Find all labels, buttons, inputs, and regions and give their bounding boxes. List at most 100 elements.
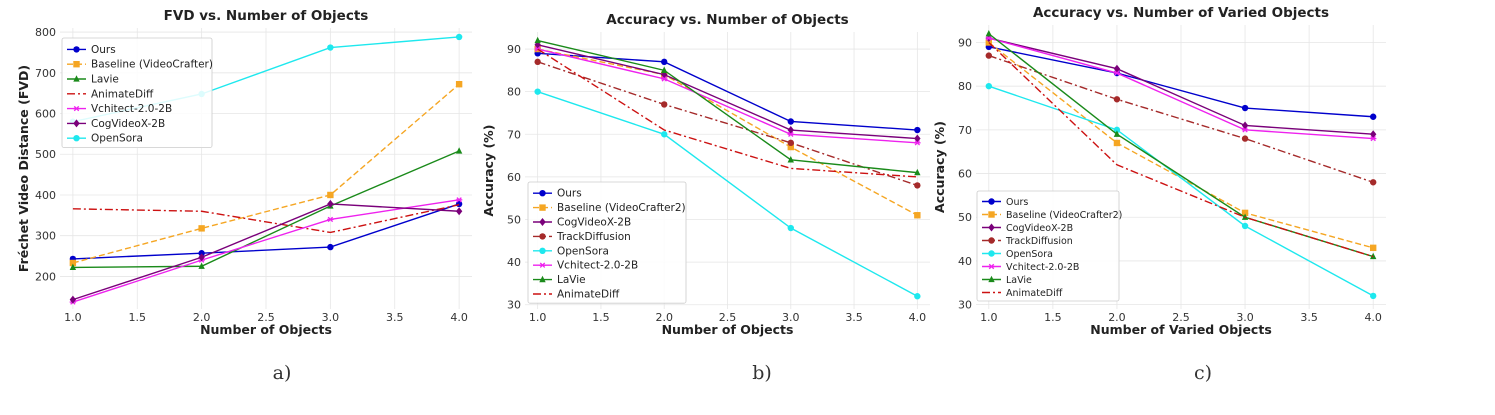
data-point [914,182,921,189]
series-line-lavie [72,150,460,269]
series-line-ours [988,46,1374,118]
series-animatediff [72,204,460,234]
data-point [661,101,668,108]
legend: Ours Baseline (VideoCrafter2) CogVideoX-2B… [527,181,687,304]
legend-marker [988,250,995,257]
legend-label: LaVie [557,274,586,286]
legend-marker [988,275,995,283]
series-lavie [69,147,463,271]
legend-box [527,181,687,304]
x-tick-label: 2.0 [655,311,673,324]
data-point [787,118,794,125]
chart-title: Accuracy vs. Number of Varied Objects [1033,5,1329,21]
series-opensora [985,82,1377,300]
caption-b: b) [752,362,772,384]
legend-marker [73,61,80,68]
x-tick-label: 3.0 [1236,311,1254,324]
data-point [661,131,668,138]
x-tick-label: 1.0 [980,311,998,324]
legend-box [976,190,1120,302]
data-point [1369,113,1377,120]
legend: Ours Baseline (VideoCrafter) Lavie AnimateD… [61,37,213,148]
series-line-opensora [988,85,1374,297]
x-tick-label: 2.0 [1108,311,1126,324]
data-point [661,76,668,82]
y-tick-label: 700 [35,67,56,80]
series-line-animatediff [72,204,460,234]
y-tick-label: 70 [958,124,972,137]
series-line-baseline-videocrafter [72,83,460,264]
legend-label: OpenSora [557,245,609,257]
x-axis-label: Number of Objects [200,322,332,337]
x-tick-label: 2.0 [193,311,211,324]
legend-label: OpenSora [91,133,143,145]
legend-marker [73,75,80,82]
legend-marker [539,247,546,254]
legend-label: LaVie [1006,275,1032,286]
y-tick-label: 90 [958,36,972,49]
data-point [327,243,334,251]
data-point [914,168,921,176]
y-tick-label: 50 [507,214,521,227]
legend-marker [73,46,80,53]
legend-label: CogVideoX-2B [1006,223,1073,234]
legend-marker [539,233,546,240]
data-point [198,253,205,262]
x-tick-label: 3.5 [1300,311,1318,324]
data-point [1369,135,1377,142]
x-tick-label: 2.5 [719,311,737,324]
legend-label: Baseline (VideoCrafter2) [557,202,686,214]
series-line-lavie [537,39,918,174]
data-point [327,216,334,223]
data-point [1241,209,1249,217]
legend-label: TrackDiffusion [1005,236,1073,247]
x-tick-label: 1.0 [64,311,82,324]
series-line-cogvideox-2b [988,37,1374,135]
series-line-animatediff [537,48,918,178]
y-tick-label: 40 [958,255,972,268]
y-tick-label: 800 [35,26,56,39]
series-line-vchitect-2-0-2b [988,37,1374,140]
data-point [1369,179,1377,186]
data-point [787,143,794,151]
y-axis-label: Accuracy (%) [932,121,947,213]
data-point [985,29,993,37]
y-tick-label: 60 [507,171,521,184]
series-line-vchitect-2-0-2b [72,199,460,303]
y-axis-label: Accuracy (%) [481,125,496,217]
x-axis-label: Number of Objects [662,322,794,337]
chart-panel-3: 1.0 1.5 2.0 2.5 3.0 3.5 4.0 30 40 50 60 70 80 90 Accur… [932,5,1386,337]
series-ours [985,43,1377,120]
series-animatediff [537,48,918,178]
legend-label: CogVideoX-2B [91,118,165,130]
legend-label: CogVideoX-2B [557,217,631,229]
data-point [455,197,463,203]
series-animatediff [988,41,1374,258]
x-tick-label: 2.5 [1172,311,1190,324]
series-line-ours [537,52,918,131]
data-point [69,259,77,267]
legend-label: OpenSora [1006,249,1053,260]
legend-marker [73,135,80,142]
legend-marker [539,262,546,268]
legend-marker [73,119,80,128]
data-point [1369,244,1377,252]
legend-label: Baseline (VideoCrafter2) [1006,210,1122,221]
data-point [534,36,541,44]
y-tick-label: 60 [958,168,972,181]
series-line-lavie [988,33,1374,258]
x-tick-label: 3.5 [386,311,404,324]
legend-label: AnimateDiff [557,289,620,301]
legend-label: Ours [557,188,582,200]
series-line-animatediff [988,41,1374,258]
y-tick-label: 80 [958,80,972,93]
series-line-ours [72,203,460,260]
y-tick-label: 30 [958,299,972,312]
y-tick-label: 400 [35,189,56,202]
y-tick-label: 600 [35,108,56,121]
series-trackdiffusion [985,52,1377,186]
y-tick-label: 80 [507,86,521,99]
data-point [914,212,921,219]
y-tick-label: 50 [958,211,972,224]
